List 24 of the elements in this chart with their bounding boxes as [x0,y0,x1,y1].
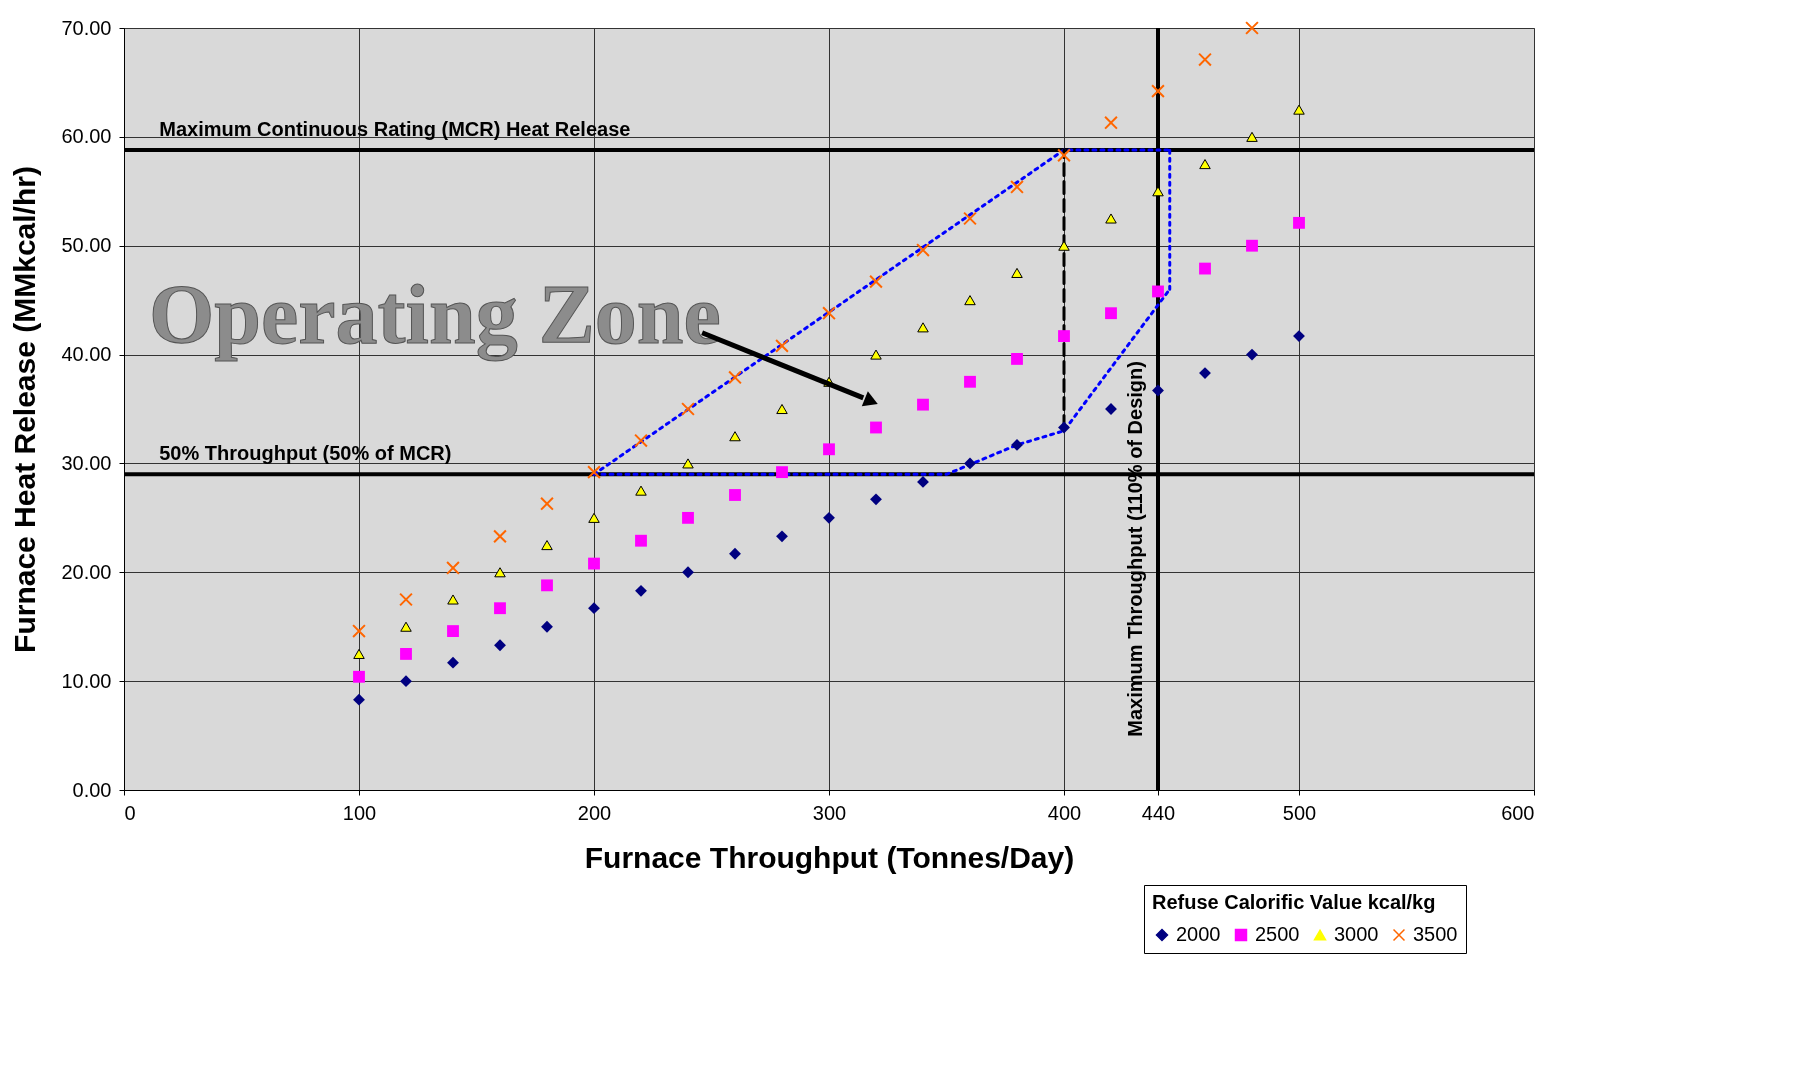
legend-label: 2500 [1255,923,1300,945]
legend-title: Refuse Calorific Value kcal/kg [1152,891,1436,913]
x-axis-title: Furnace Throughput (Tonnes/Day) [584,840,1075,874]
y-tick-label: 60.00 [61,125,112,148]
x-tick-label: 100 [342,801,377,824]
x-tick-label: 600 [1501,801,1535,824]
y-tick-label: 20.00 [61,560,112,583]
x-tick-label: 200 [577,801,612,824]
y-tick-label: 10.00 [61,669,112,692]
legend-label: 3000 [1334,923,1379,945]
y-tick-label: 70.00 [61,16,112,39]
legend-label: 3500 [1413,923,1458,945]
legend-label: 2000 [1176,923,1221,945]
ref-line-label: Maximum Throughput (110% of Design) [1124,361,1146,737]
y-tick-label: 50.00 [61,234,112,257]
x-tick-label: 440 [1141,801,1176,824]
x-tick-label: 300 [812,801,847,824]
y-tick-label: 40.00 [61,343,112,366]
y-tick-label: 30.00 [61,451,112,474]
x-tick-label: 400 [1047,801,1082,824]
x-tick-label: 0 [124,801,136,824]
y-axis-title: Furnace Heat Release (MMkcal/hr) [8,166,42,653]
y-tick-label: 0.00 [72,778,112,801]
x-tick-label: 500 [1282,801,1317,824]
